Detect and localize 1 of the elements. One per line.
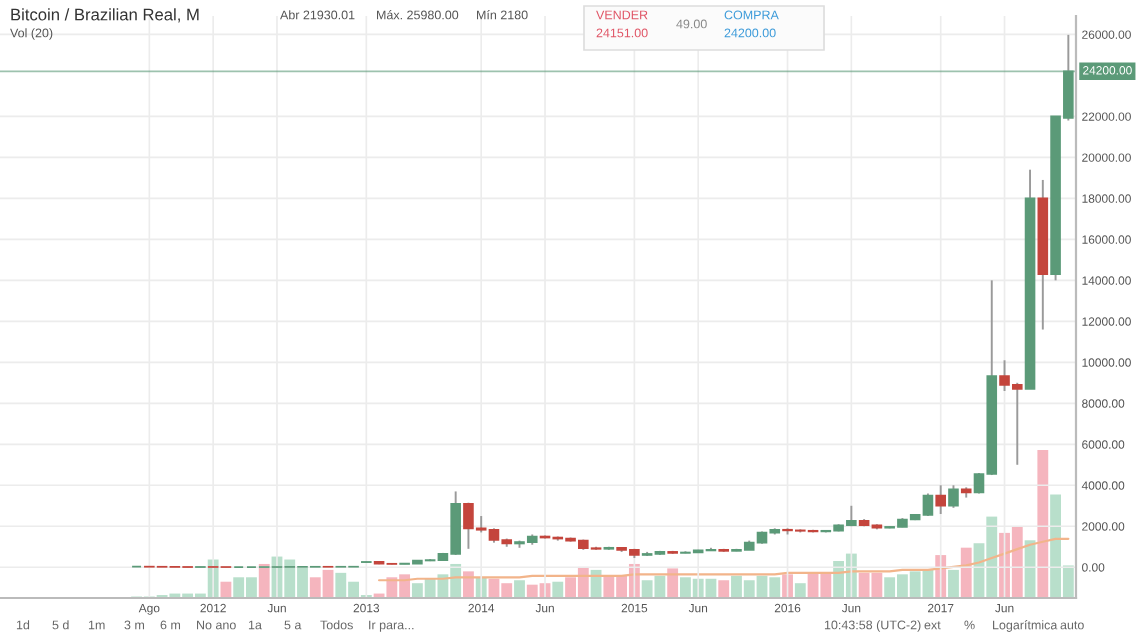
chart-title: Bitcoin / Brazilian Real, M bbox=[11, 8, 199, 23]
